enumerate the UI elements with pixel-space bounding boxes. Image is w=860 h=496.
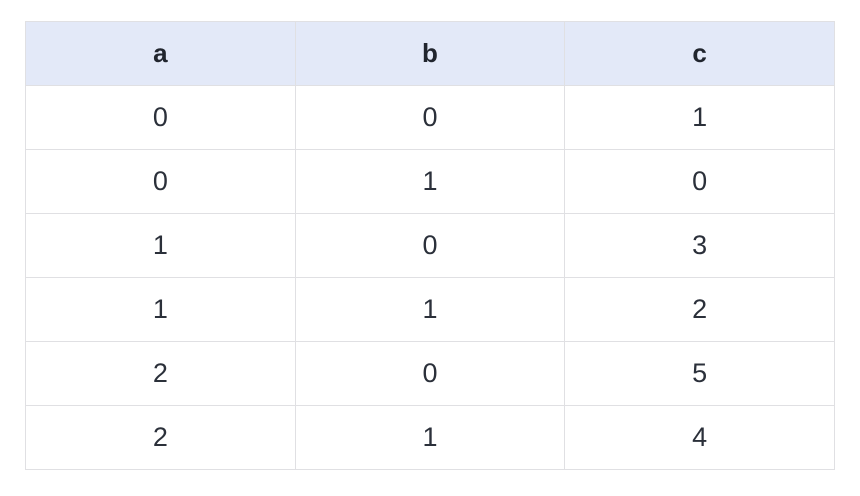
table-cell: 3 <box>564 213 835 278</box>
table-cell: 0 <box>25 149 296 214</box>
table-cell: 0 <box>25 85 296 150</box>
table-cell: 1 <box>294 405 566 470</box>
table-cell: 2 <box>25 405 296 470</box>
table-cell: 1 <box>564 85 835 150</box>
column-header-c: c <box>564 21 835 86</box>
table-cell: 2 <box>25 341 296 406</box>
table-cell: 2 <box>564 277 835 342</box>
table-cell: 5 <box>564 341 835 406</box>
column-header-b: b <box>294 21 566 86</box>
table-cell: 0 <box>564 149 835 214</box>
column-header-a: a <box>25 21 296 86</box>
table-cell: 1 <box>25 213 296 278</box>
table-cell: 0 <box>294 341 566 406</box>
table-cell: 0 <box>294 85 566 150</box>
table-cell: 1 <box>25 277 296 342</box>
table-cell: 1 <box>294 149 566 214</box>
table-cell: 0 <box>294 213 566 278</box>
table-cell: 1 <box>294 277 566 342</box>
table-cell: 4 <box>564 405 835 470</box>
